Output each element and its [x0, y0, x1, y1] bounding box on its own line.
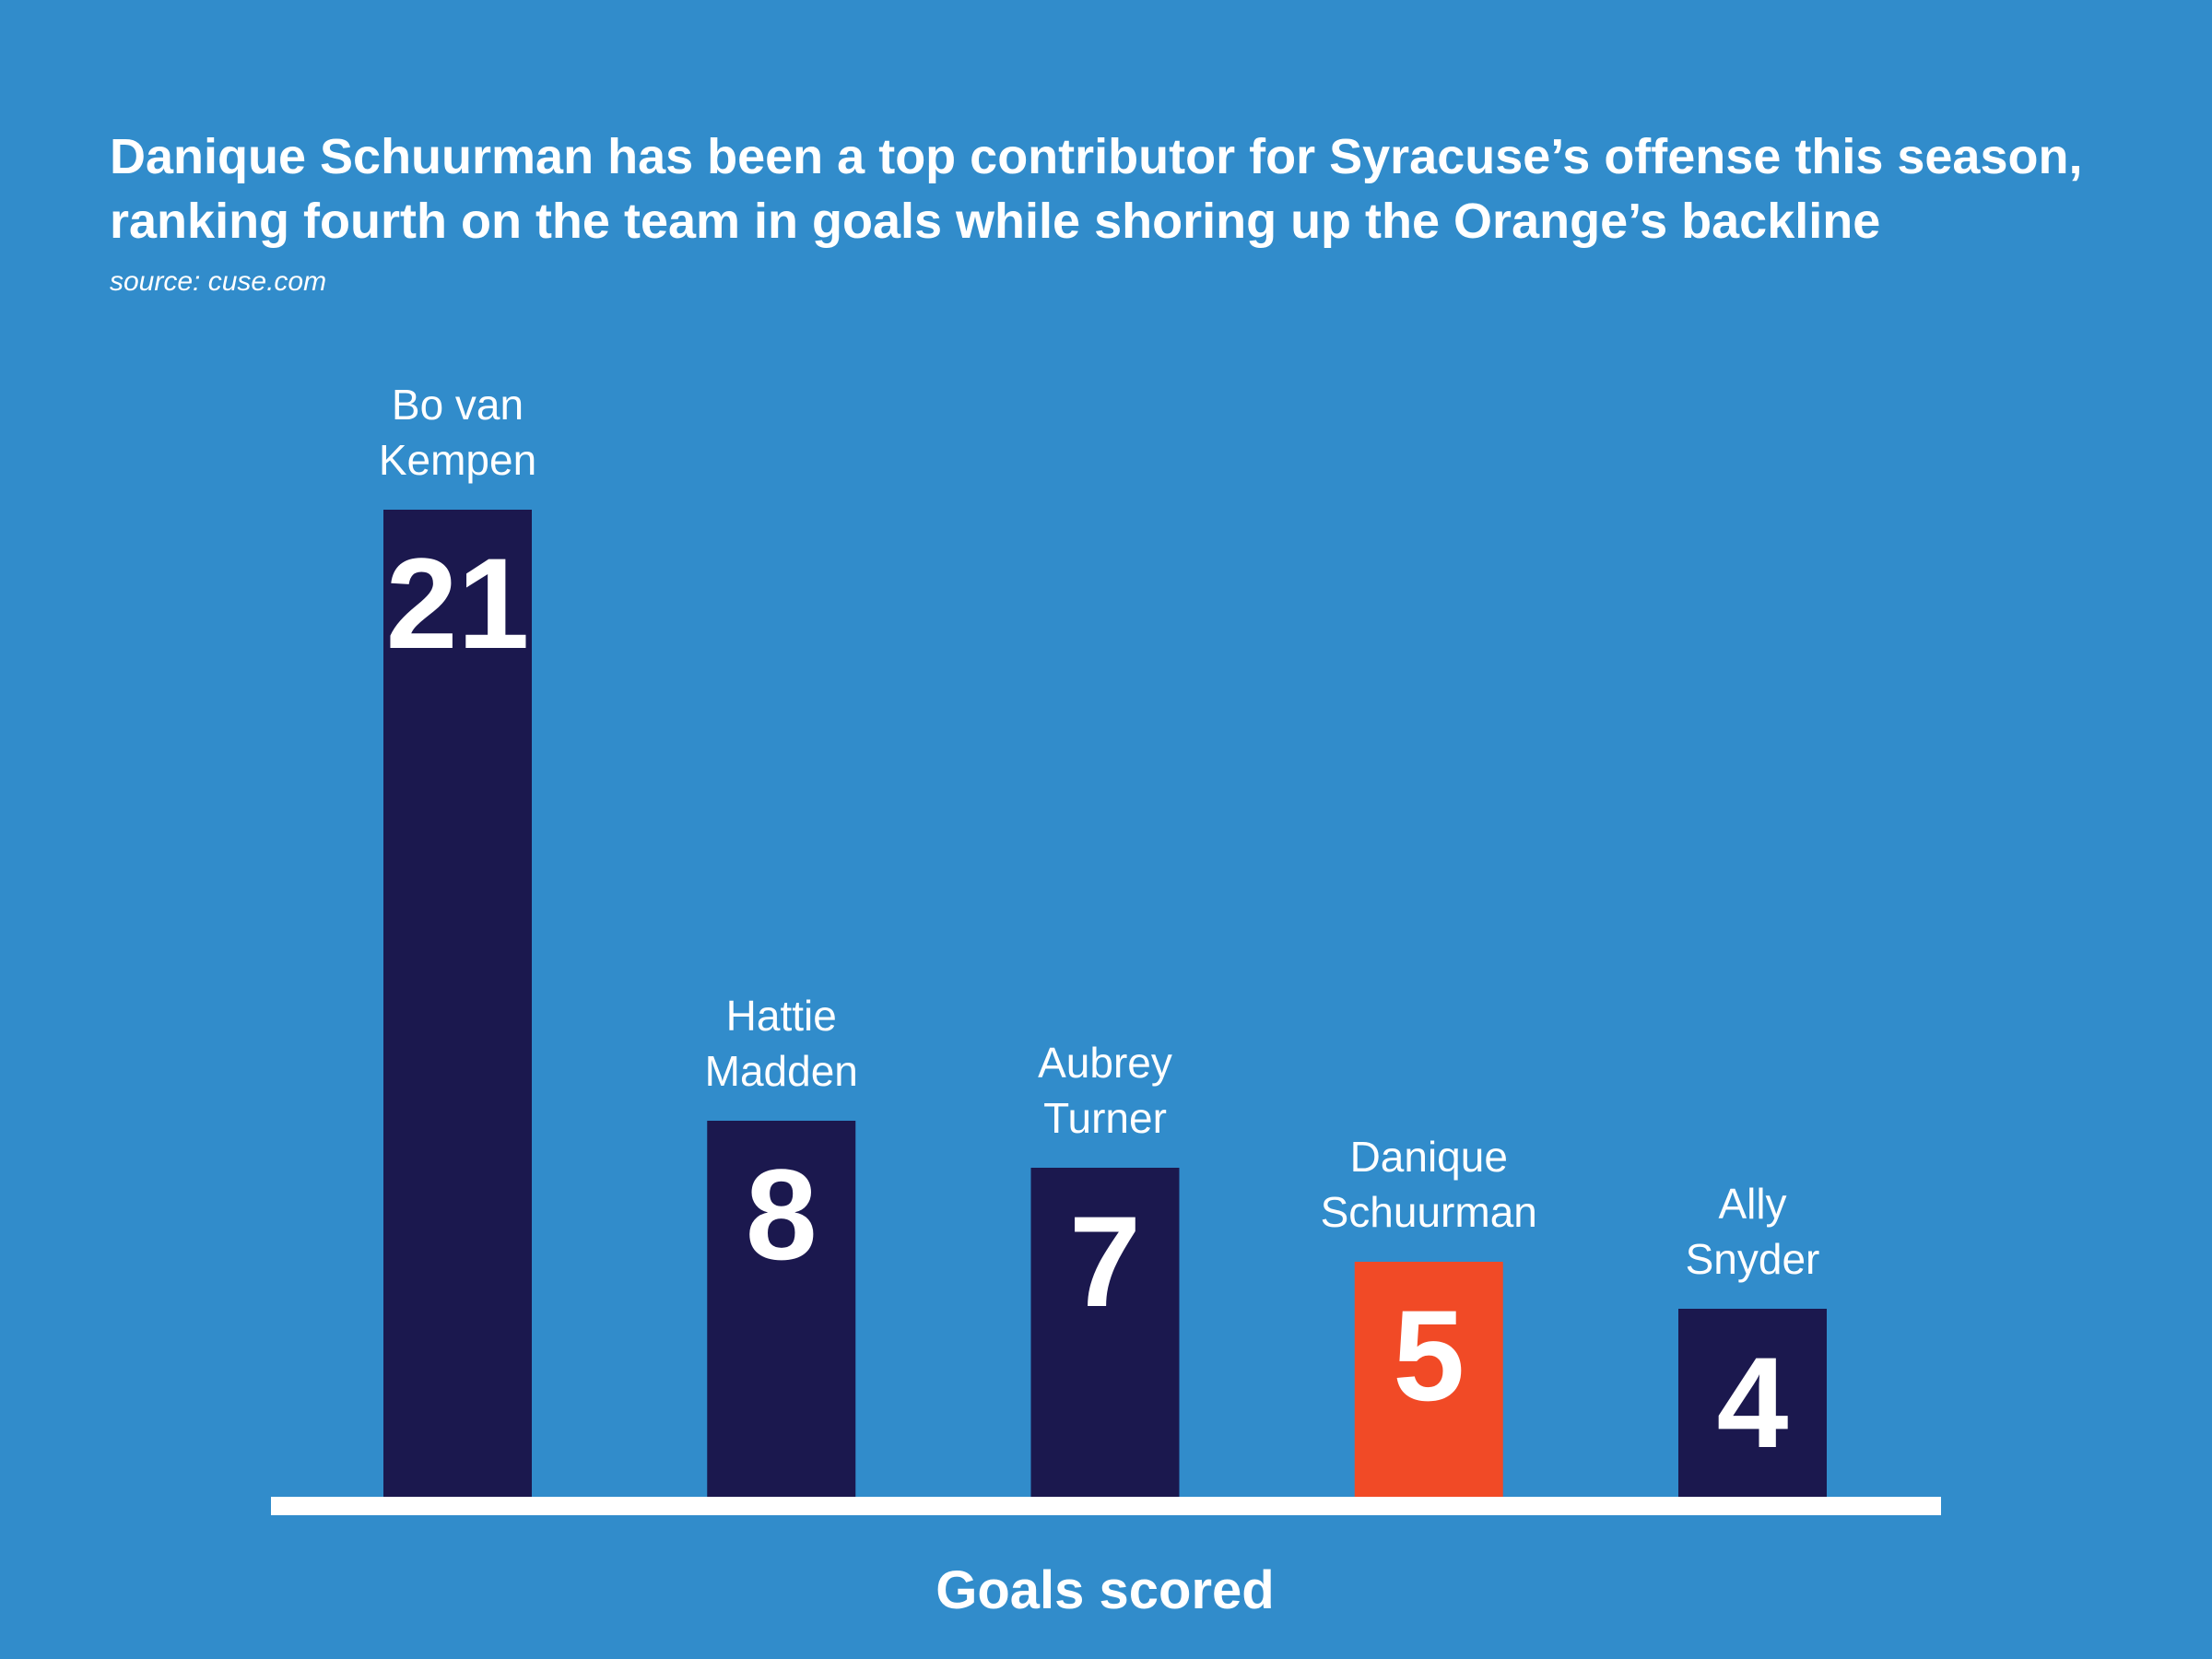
bar-ally-snyder [1678, 1309, 1827, 1497]
bars-group: 21 Bo van Kempen 8 Hattie Madden 7 Aubrey Turner… [379, 381, 1827, 1497]
category-label-danique-schuurman-line-1: Danique [1350, 1133, 1508, 1181]
category-label-danique-schuurman-line-2: Schuurman [1321, 1188, 1537, 1236]
bar-bo-van-kempen [383, 510, 532, 1497]
x-axis-title: Goals scored [935, 1560, 1274, 1620]
value-label-danique-schuurman: 5 [1393, 1283, 1465, 1428]
bar-danique-schuurman [1354, 1262, 1503, 1497]
source-note: source: cuse.com [110, 266, 326, 297]
category-label-hattie-madden-line-1: Hattie [726, 992, 837, 1040]
value-label-ally-snyder: 4 [1717, 1330, 1789, 1475]
category-label-ally-snyder-line-2: Snyder [1686, 1235, 1820, 1283]
x-axis-baseline [271, 1497, 1941, 1515]
category-label-hattie-madden-line-2: Madden [705, 1047, 858, 1095]
bar-aubrey-turner [1030, 1168, 1180, 1497]
category-label-bo-van-kempen-line-2: Kempen [379, 436, 536, 484]
category-label-ally-snyder-line-1: Ally [1718, 1180, 1786, 1228]
bar-hattie-madden [707, 1121, 856, 1497]
value-label-aubrey-turner: 7 [1069, 1189, 1141, 1334]
chart-title-line-2: ranking fourth on the team in goals whil… [110, 194, 1880, 249]
category-label-aubrey-turner-line-1: Aubrey [1038, 1039, 1172, 1087]
chart-title-line-1: Danique Schuurman has been a top contrib… [110, 129, 2082, 184]
category-label-bo-van-kempen-line-1: Bo van [392, 381, 524, 429]
value-label-bo-van-kempen: 21 [386, 531, 530, 676]
value-label-hattie-madden: 8 [746, 1142, 818, 1287]
category-label-aubrey-turner-line-2: Turner [1043, 1094, 1167, 1142]
